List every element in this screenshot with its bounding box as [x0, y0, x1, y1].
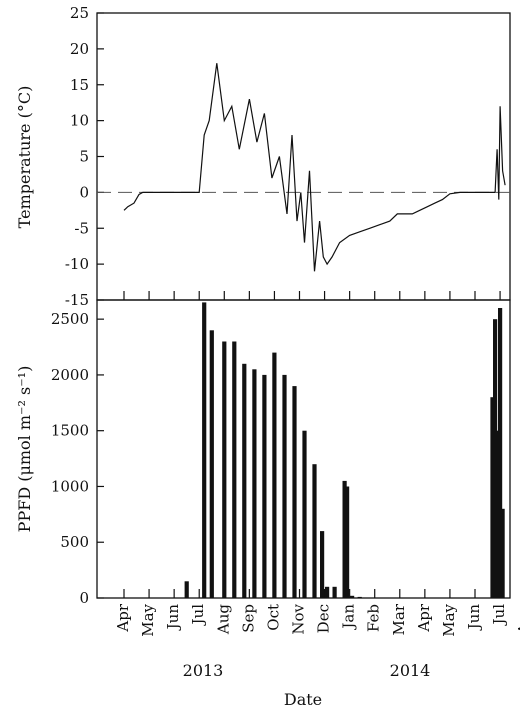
- ppfd-x-ticks: [123, 589, 501, 598]
- ppfd-y-axis-title: PPFD (μmol m⁻² s⁻¹): [15, 366, 34, 533]
- ppfd-bar: [345, 486, 350, 598]
- ppfd-bar: [350, 595, 355, 598]
- month-tick-label: May: [440, 603, 458, 636]
- temperature-y-tick-label: 0: [79, 183, 89, 201]
- month-tick-label: Feb: [365, 604, 383, 632]
- ppfd-bar: [202, 302, 207, 598]
- temperature-y-tick-label: -10: [65, 255, 89, 273]
- ppfd-y-tick-label: 1000: [51, 477, 89, 495]
- ppfd-bar: [325, 586, 330, 598]
- month-tick-label: Aug: [515, 604, 520, 635]
- temperature-panel: -15 -10 -5 0 5 10 15 20 25 Temperature (°C): [15, 4, 511, 309]
- ppfd-y-ticks: 0 500 1000 1500 2000 2500: [51, 310, 104, 607]
- temperature-x-ticks: [123, 291, 501, 300]
- ppfd-bar: [312, 464, 317, 598]
- ppfd-bar: [242, 363, 247, 598]
- month-tick-label: Apr: [114, 603, 132, 632]
- ppfd-bar: [222, 341, 227, 598]
- ppfd-bar: [252, 369, 257, 598]
- month-tick-label: Mar: [390, 603, 408, 635]
- temperature-y-ticks: -15 -10 -5 0 5 10 15 20 25: [65, 4, 104, 309]
- month-tick-label: May: [139, 603, 157, 636]
- ppfd-panel: 0 500 1000 1500 2000 2500 PPFD (μmol m⁻² s⁻¹): [15, 299, 511, 607]
- ppfd-y-tick-label: 0: [79, 589, 89, 607]
- ppfd-bars: [184, 302, 505, 598]
- temperature-plot-frame: [96, 12, 511, 301]
- ppfd-bar: [292, 386, 297, 598]
- temperature-series-line: [123, 63, 506, 272]
- temperature-y-tick-label: 20: [70, 40, 89, 58]
- ppfd-bar: [495, 430, 500, 598]
- temperature-y-tick-label: 10: [70, 112, 89, 130]
- month-tick-label: Nov: [290, 603, 308, 634]
- month-tick-label: Jan: [340, 604, 358, 631]
- month-tick-label: Jun: [465, 604, 483, 632]
- temperature-y-axis-title: Temperature (°C): [15, 86, 34, 229]
- temperature-y-tick-label: 15: [70, 76, 89, 94]
- year-label-2014: 2014: [390, 661, 431, 680]
- ppfd-y-tick-label: 500: [60, 533, 89, 551]
- month-tick-label: Jul: [490, 604, 508, 627]
- ppfd-y-tick-label: 2000: [51, 366, 89, 384]
- ppfd-bar: [209, 330, 214, 598]
- month-tick-label: Apr: [415, 603, 433, 632]
- month-tick-label: Sep: [239, 604, 257, 633]
- ppfd-bar: [493, 319, 498, 598]
- month-tick-label: Dec: [315, 604, 333, 633]
- temperature-y-tick-label: 5: [79, 148, 89, 166]
- ppfd-bar: [342, 480, 347, 598]
- ppfd-bar: [262, 374, 267, 598]
- ppfd-bar: [357, 596, 362, 598]
- ppfd-bar: [184, 581, 189, 598]
- ppfd-bar: [320, 531, 325, 598]
- ppfd-bar: [272, 352, 277, 598]
- year-label-2013: 2013: [183, 661, 224, 680]
- ppfd-bar: [282, 374, 287, 598]
- ppfd-bar: [490, 397, 495, 598]
- month-tick-label: Oct: [264, 604, 282, 631]
- month-tick-label: Aug: [214, 604, 232, 635]
- ppfd-bar: [500, 508, 505, 598]
- temperature-y-tick-label: 25: [70, 4, 89, 22]
- temperature-y-tick-label: -15: [65, 291, 89, 309]
- ppfd-bar: [302, 430, 307, 598]
- month-tick-label: Jul: [189, 604, 207, 627]
- ppfd-bar: [332, 586, 337, 598]
- ppfd-y-tick-label: 1500: [51, 422, 89, 440]
- month-tick-labels: Apr May Jun Jul Aug Sep Oct Nov Dec Jan Feb Mar Apr M…: [114, 603, 520, 637]
- ppfd-y-tick-label: 2500: [51, 310, 89, 328]
- temperature-y-tick-label: -5: [74, 219, 89, 237]
- month-tick-label: Jun: [164, 604, 182, 632]
- ppfd-bar: [498, 308, 503, 598]
- x-axis-title: Date: [284, 690, 322, 709]
- ppfd-bar: [232, 341, 237, 598]
